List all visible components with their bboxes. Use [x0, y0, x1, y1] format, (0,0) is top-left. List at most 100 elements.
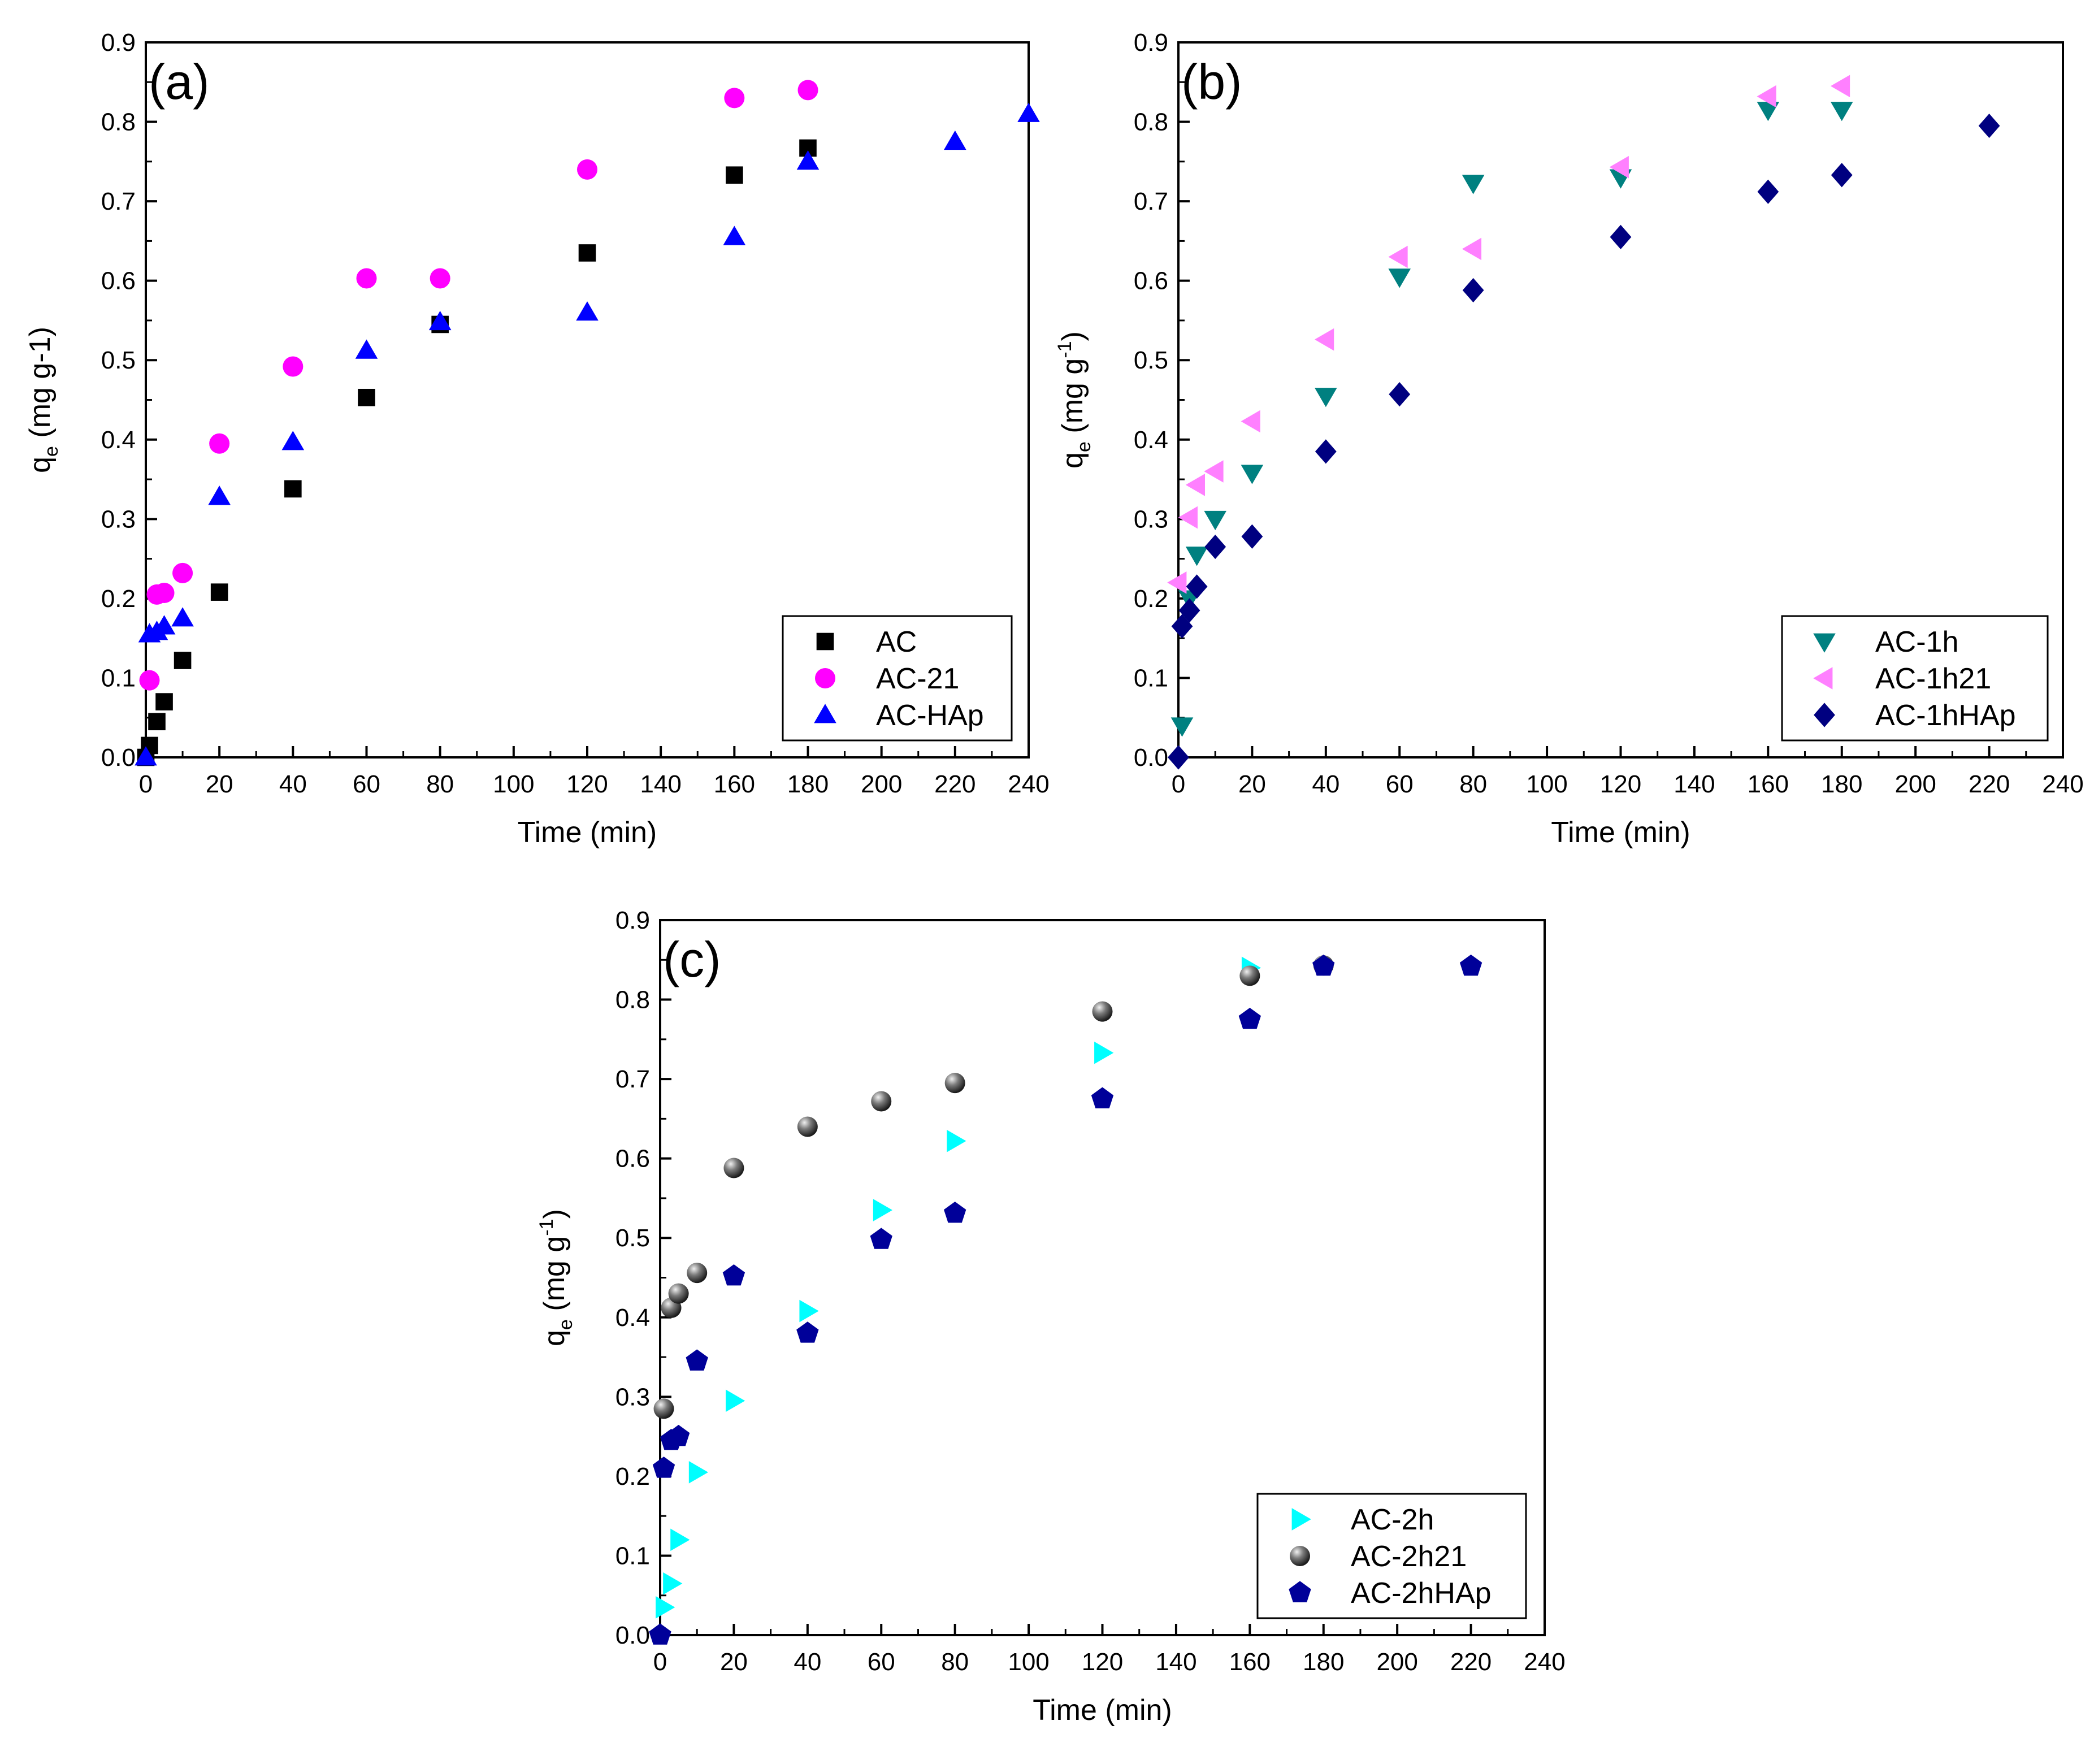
- x-tick-label: 180: [1303, 1648, 1344, 1676]
- data-point: [723, 226, 746, 245]
- panel-label: (c): [663, 931, 721, 987]
- x-tick-label: 0: [653, 1648, 667, 1676]
- x-tick-label: 40: [279, 770, 307, 798]
- data-point: [1238, 1007, 1261, 1029]
- data-point: [1017, 102, 1040, 122]
- data-point: [1204, 460, 1224, 483]
- data-point: [797, 80, 818, 101]
- data-point: [284, 480, 302, 498]
- data-point: [652, 1457, 675, 1478]
- data-point: [1388, 245, 1408, 268]
- x-tick-label: 20: [720, 1648, 748, 1676]
- x-tick-label: 60: [868, 1648, 895, 1676]
- data-point: [667, 1424, 690, 1446]
- y-tick-label: 0.2: [101, 585, 136, 613]
- data-point: [1094, 1041, 1114, 1064]
- data-point: [355, 339, 378, 359]
- legend-marker: [814, 704, 836, 723]
- series-AC-1hHAp: [1168, 113, 2000, 770]
- data-point: [174, 652, 192, 669]
- y-tick-label: 0.1: [1134, 664, 1168, 692]
- data-point: [1185, 474, 1206, 496]
- data-point: [1315, 328, 1334, 351]
- data-point: [356, 268, 377, 289]
- data-point: [1312, 954, 1335, 976]
- data-point: [1204, 510, 1227, 531]
- data-point: [871, 1091, 892, 1112]
- data-point: [1241, 410, 1260, 433]
- data-point: [1239, 965, 1260, 986]
- data-point: [139, 670, 160, 691]
- legend-marker: [1291, 1508, 1311, 1531]
- data-point: [653, 1398, 674, 1419]
- data-point: [1978, 113, 2000, 138]
- data-point: [1830, 102, 1853, 122]
- data-point: [1462, 278, 1484, 303]
- y-tick-label: 0.5: [1134, 346, 1168, 374]
- y-tick-label: 0.5: [615, 1224, 650, 1252]
- data-point: [670, 1528, 690, 1551]
- y-tick-label: 0.7: [615, 1065, 650, 1093]
- data-point: [1389, 382, 1411, 407]
- y-tick-label: 0.4: [615, 1304, 650, 1332]
- legend-marker: [1813, 667, 1833, 690]
- y-tick-label: 0.7: [1134, 188, 1168, 215]
- data-point: [154, 583, 175, 604]
- x-tick-label: 120: [1600, 770, 1641, 798]
- data-point: [873, 1199, 893, 1221]
- x-tick-label: 120: [566, 770, 608, 798]
- legend-label: AC-2hHAp: [1351, 1577, 1492, 1610]
- x-tick-label: 200: [1894, 770, 1936, 798]
- y-tick-label: 0.1: [101, 664, 136, 692]
- series-AC-1h: [1170, 102, 1853, 737]
- y-tick-label: 0.9: [615, 907, 650, 934]
- x-tick-label: 160: [1229, 1648, 1271, 1676]
- x-tick-label: 180: [1821, 770, 1862, 798]
- data-point: [283, 356, 304, 377]
- data-point: [726, 1389, 745, 1412]
- data-point: [210, 583, 228, 601]
- data-point: [724, 88, 745, 109]
- data-point: [668, 1283, 689, 1304]
- panel-label: (a): [149, 54, 210, 110]
- y-tick-label: 0.3: [615, 1383, 650, 1411]
- legend: AC-1h AC-1h21 AC-1hHAp: [1781, 615, 2049, 742]
- data-point: [1241, 465, 1264, 484]
- x-tick-label: 200: [1376, 1648, 1417, 1676]
- y-tick-label: 0.1: [615, 1542, 650, 1570]
- x-tick-label: 80: [941, 1648, 969, 1676]
- data-point: [1459, 954, 1482, 976]
- data-point: [796, 1321, 819, 1343]
- data-point: [663, 1572, 683, 1595]
- legend-marker: [1814, 703, 1835, 727]
- y-tick-label: 0.6: [1134, 267, 1168, 295]
- data-point: [430, 268, 450, 289]
- data-point: [687, 1263, 708, 1284]
- series-AC-1h21: [1167, 75, 1850, 594]
- legend-marker: [1813, 633, 1836, 653]
- series-AC-2hHAp: [649, 954, 1482, 1645]
- series-AC-2h21: [653, 955, 1334, 1419]
- y-tick-label: 0.7: [101, 188, 136, 215]
- data-point: [1830, 75, 1850, 98]
- y-tick-label: 0.8: [1134, 109, 1168, 136]
- x-tick-label: 100: [493, 770, 534, 798]
- series-AC-21: [139, 80, 818, 691]
- legend-label: AC-21: [876, 662, 959, 695]
- x-tick-label: 140: [1674, 770, 1715, 798]
- x-tick-label: 220: [1450, 1648, 1492, 1676]
- x-axis-title: Time (min): [518, 816, 657, 849]
- data-point: [649, 1623, 671, 1645]
- x-tick-label: 160: [714, 770, 755, 798]
- x-tick-label: 100: [1526, 770, 1567, 798]
- data-point: [208, 486, 231, 505]
- x-tick-label: 0: [1172, 770, 1185, 798]
- data-point: [428, 310, 452, 331]
- x-tick-label: 220: [1969, 770, 2010, 798]
- data-point: [1757, 102, 1780, 122]
- legend-label: AC-2h: [1351, 1503, 1434, 1536]
- y-tick-label: 0.0: [101, 744, 136, 772]
- y-tick-label: 0.2: [615, 1463, 650, 1490]
- data-point: [686, 1349, 708, 1371]
- data-point: [1204, 534, 1226, 560]
